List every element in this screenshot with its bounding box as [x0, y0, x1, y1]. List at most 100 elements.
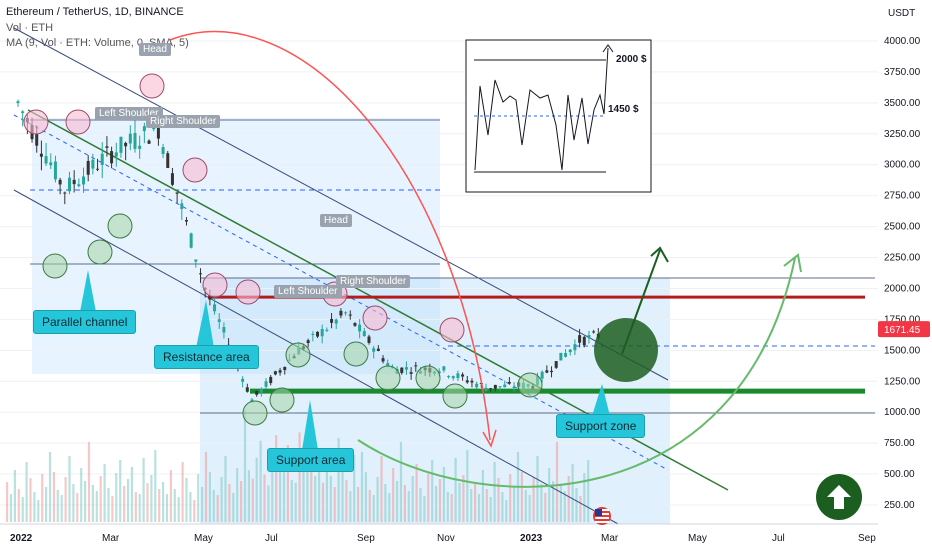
callout-pointer-support [302, 400, 318, 450]
x-tick-label: Sep [357, 533, 375, 544]
volume-bar [107, 488, 110, 522]
volume-bar [329, 475, 332, 522]
volume-bar [158, 489, 161, 522]
volume-bar [536, 456, 539, 522]
y-axis-unit: USDT [888, 8, 915, 19]
volume-bar [263, 474, 266, 522]
x-tick-label: Nov [437, 533, 455, 544]
volume-bar [220, 477, 223, 522]
candle-body [465, 380, 469, 383]
volume-bar [99, 476, 102, 522]
volume-bar [87, 442, 91, 522]
candle-body [184, 220, 188, 222]
candle-body [568, 349, 572, 353]
volume-bar [216, 495, 219, 522]
pivot-low-circle [285, 342, 311, 368]
candle-body [554, 361, 558, 368]
volume-bar [41, 474, 44, 522]
y-tick-label: 500.00 [884, 469, 915, 480]
candle-body [194, 259, 198, 262]
callout-pointer-zone [592, 384, 610, 416]
arrow-up-icon[interactable] [816, 474, 862, 520]
volume-bar [243, 410, 247, 522]
candle-body [166, 153, 170, 168]
candle-body [306, 340, 310, 343]
volume-bar [384, 484, 387, 522]
candle-body [348, 314, 352, 316]
us-flag-icon[interactable] [593, 507, 611, 525]
candle-body [470, 380, 474, 383]
red-arc [169, 30, 491, 441]
candle-body [325, 329, 329, 331]
x-tick-label: May [194, 533, 213, 544]
volume-bar [314, 475, 317, 522]
volume-bar [251, 478, 254, 522]
volume-bar [240, 481, 243, 522]
volume-bar [267, 485, 270, 522]
candle-body [484, 387, 488, 391]
volume-bar [138, 494, 141, 522]
candle-body [587, 335, 591, 339]
volume-bar [481, 470, 484, 522]
candle-body [128, 133, 132, 144]
volume-bar [84, 481, 87, 522]
volume-bar [45, 487, 48, 522]
volume-bar [337, 438, 340, 522]
pivot-low-circle [343, 341, 369, 367]
volume-bar [345, 480, 348, 522]
candle-body [367, 336, 371, 343]
pivot-low-circle [269, 387, 295, 413]
volume-bar [286, 445, 289, 522]
volume-bar [532, 477, 535, 522]
candle-body [96, 168, 100, 170]
volume-bar [162, 482, 165, 522]
y-tick-label: 1000.00 [884, 407, 921, 418]
volume-bar [302, 467, 305, 522]
pattern-label-left-shoulder-2: Left Shoulder [274, 285, 342, 298]
pivot-low-circle [107, 213, 133, 239]
y-tick-label: 2000.00 [884, 283, 921, 294]
volume-bar [341, 460, 344, 522]
candle-body [199, 273, 203, 275]
green-arc-arrow-icon [783, 253, 802, 273]
candle-body [592, 331, 596, 333]
volume-bar [513, 487, 516, 522]
candle-body [451, 376, 455, 379]
candle-body [507, 382, 511, 384]
volume-bar [419, 488, 422, 522]
volume-bar [169, 470, 172, 522]
pivot-high-circle [23, 109, 49, 135]
volume-bar [563, 491, 566, 522]
pattern-label-head-1: Head [139, 43, 171, 56]
candle-body [582, 336, 586, 346]
candle-body [213, 304, 217, 312]
y-tick-label: 3250.00 [884, 129, 921, 140]
volume-indicator-label[interactable]: Vol · ETH [6, 22, 54, 34]
volume-bar [579, 496, 582, 522]
volume-bar [548, 468, 551, 522]
volume-bar [372, 495, 375, 522]
x-tick-label: Mar [601, 533, 619, 544]
volume-bar [185, 478, 188, 522]
volume-bar [360, 452, 364, 522]
x-tick-label: Jul [772, 533, 785, 544]
volume-bar [380, 456, 383, 522]
volume-bar [37, 500, 40, 522]
candle-body [217, 319, 221, 322]
chart-symbol-title[interactable]: Ethereum / TetherUS, 1D, BINANCE [6, 6, 184, 18]
candle-body [550, 370, 554, 373]
volume-bar [509, 474, 512, 522]
x-tick-label: Sep [858, 533, 876, 544]
volume-bar [17, 489, 20, 522]
pivot-high-circle [202, 272, 228, 298]
volume-bar [403, 485, 406, 522]
volume-bar [201, 487, 204, 522]
volume-bar [236, 468, 239, 522]
y-tick-label: 1500.00 [884, 345, 921, 356]
channel-lower-line [13, 189, 621, 526]
volume-bar [294, 482, 297, 522]
green-arc [357, 257, 796, 488]
volume-bar [571, 464, 574, 522]
last-price-label: 1671.45 [884, 325, 921, 336]
